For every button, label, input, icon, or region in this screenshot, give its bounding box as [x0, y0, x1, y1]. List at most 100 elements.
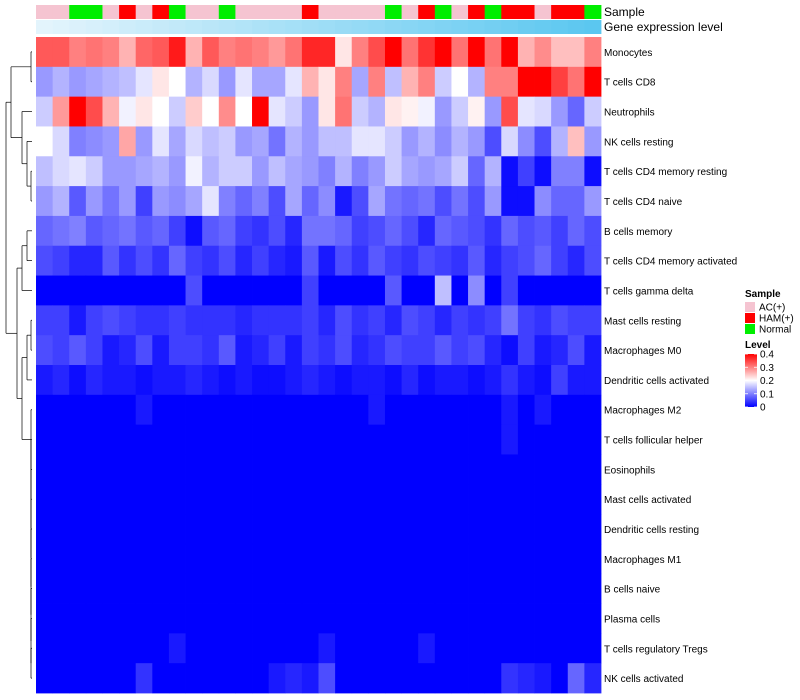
heatmap-cell	[468, 603, 486, 634]
heatmap-cell	[418, 394, 436, 426]
heatmap-cell	[468, 215, 486, 247]
heatmap-cell	[584, 365, 602, 396]
heatmap-cell	[168, 156, 186, 187]
heatmap-cell	[168, 126, 186, 157]
heatmap-cell	[85, 424, 103, 455]
heatmap-cell	[301, 96, 319, 127]
heatmap-cell	[135, 156, 153, 187]
heatmap-cell	[135, 365, 153, 396]
heatmap-cell	[335, 365, 353, 396]
heatmap-cell	[202, 126, 220, 157]
heatmap-cell	[202, 484, 220, 515]
heatmap-cell	[584, 275, 602, 306]
heatmap-cell	[185, 365, 203, 396]
heatmap-cell	[168, 424, 186, 455]
heatmap-cell	[85, 156, 103, 187]
heatmap-cell	[501, 484, 519, 515]
heatmap-cell	[551, 543, 569, 575]
heatmap-cell	[69, 335, 87, 366]
heatmap-cell	[401, 156, 419, 187]
heatmap-cell	[135, 335, 153, 366]
heatmap-cell	[202, 454, 220, 485]
heatmap-cell	[584, 215, 602, 247]
heatmap-cell	[517, 365, 535, 396]
heatmap-cell	[52, 394, 70, 426]
heatmap-cell	[351, 573, 369, 604]
heatmap-cell	[235, 394, 253, 426]
heatmap-cell	[351, 365, 369, 396]
row-label: Dendritic cells resting	[604, 525, 699, 536]
heatmap-cell	[468, 424, 486, 455]
heatmap-cell	[168, 215, 186, 247]
heatmap-cell	[551, 514, 569, 545]
heatmap-cell	[218, 543, 236, 575]
heatmap-cell	[218, 394, 236, 426]
heatmap-cell	[567, 454, 585, 485]
heatmap-cell	[318, 424, 336, 455]
expression-level-cell	[202, 20, 220, 34]
sample-annotation-cell	[567, 5, 585, 19]
heatmap-cell	[534, 394, 552, 426]
heatmap-cell	[36, 514, 54, 545]
heatmap-cell	[318, 126, 336, 157]
heatmap-cell	[285, 484, 303, 515]
heatmap-cell	[484, 245, 502, 276]
heatmap-cell	[351, 335, 369, 366]
heatmap-cell	[551, 484, 569, 515]
heatmap-cell	[152, 245, 170, 276]
heatmap-cell	[185, 126, 203, 157]
heatmap-cell	[567, 633, 585, 664]
heatmap-cell	[252, 633, 270, 664]
heatmap-cell	[252, 305, 270, 336]
expression-level-cell	[434, 20, 452, 34]
heatmap-cell	[85, 186, 103, 217]
heatmap-cell	[534, 275, 552, 306]
heatmap-cell	[484, 543, 502, 575]
sample-annotation-cell	[551, 5, 569, 19]
heatmap-cell	[218, 275, 236, 306]
heatmap-cell	[534, 365, 552, 396]
sample-annotation-cell	[301, 5, 319, 19]
heatmap-cell	[218, 633, 236, 664]
heatmap-cell	[484, 156, 502, 187]
heatmap-cell	[301, 454, 319, 485]
heatmap-cell	[119, 394, 137, 426]
row-label: Mast cells resting	[604, 316, 681, 327]
heatmap-cell	[584, 126, 602, 157]
sample-annotation-cell	[434, 5, 452, 19]
sample-annotation-bar	[36, 5, 602, 19]
expression-level-cell	[517, 20, 535, 34]
heatmap-cell	[252, 573, 270, 604]
legend-level-title: Level	[745, 340, 771, 351]
heatmap-cell	[185, 424, 203, 455]
heatmap-cell	[401, 335, 419, 366]
heatmap-cell	[119, 514, 137, 545]
heatmap-cell	[551, 633, 569, 664]
heatmap-cell	[69, 573, 87, 604]
heatmap-cell	[85, 365, 103, 396]
heatmap-cell	[235, 156, 253, 187]
heatmap-cell	[135, 66, 153, 98]
heatmap-cell	[301, 573, 319, 604]
heatmap-cell	[335, 484, 353, 515]
heatmap-cell	[218, 156, 236, 187]
heatmap-cell	[301, 633, 319, 664]
heatmap-cell	[36, 424, 54, 455]
heatmap-cell	[335, 37, 353, 68]
heatmap-cell	[69, 454, 87, 485]
heatmap-cell	[102, 603, 120, 634]
heatmap-cell	[451, 245, 469, 276]
heatmap-cell	[534, 633, 552, 664]
heatmap-cell	[584, 156, 602, 187]
heatmap-cell	[36, 365, 54, 396]
expression-level-cell	[534, 20, 552, 34]
heatmap-cell	[318, 394, 336, 426]
heatmap-cell	[119, 335, 137, 366]
heatmap-cell	[584, 633, 602, 664]
expression-level-cell	[318, 20, 336, 34]
heatmap-cell	[501, 573, 519, 604]
heatmap-cell	[368, 603, 386, 634]
heatmap-cell	[152, 454, 170, 485]
heatmap-cell	[85, 543, 103, 575]
